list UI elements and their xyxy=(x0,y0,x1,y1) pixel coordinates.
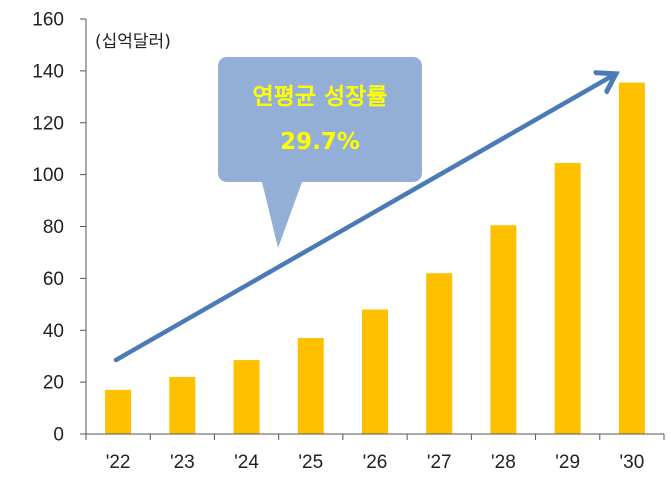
x-tick-label: '29 xyxy=(555,452,580,473)
bar-7 xyxy=(554,162,581,434)
x-tick-label: '27 xyxy=(427,452,452,473)
unit-label: (십억달러) xyxy=(95,32,171,52)
growth-trend-arrow xyxy=(113,76,612,363)
y-tick-label: 60 xyxy=(43,269,64,290)
x-tick-label: '28 xyxy=(491,452,516,473)
y-tick-label: 20 xyxy=(43,373,64,394)
bar-4 xyxy=(362,309,388,434)
x-tick-label: '30 xyxy=(620,452,645,473)
bar-1 xyxy=(169,376,196,434)
bar-6 xyxy=(490,225,517,434)
y-tick-label: 80 xyxy=(43,217,64,238)
y-tick-label: 160 xyxy=(32,10,64,31)
bar-3 xyxy=(297,338,324,434)
y-tick-label: 40 xyxy=(43,321,64,342)
y-tick-label: 0 xyxy=(53,425,64,446)
callout-line-2: 29.7% xyxy=(280,129,360,155)
y-axis: 0 20 40 60 80 100 120 140 160 xyxy=(32,10,87,446)
bar-series xyxy=(105,82,645,435)
x-tick-label: '24 xyxy=(234,452,259,473)
growth-rate-callout: 연평균 성장률 29.7% xyxy=(218,57,422,248)
y-tick-label: 120 xyxy=(32,113,64,134)
x-tick-label: '25 xyxy=(298,452,323,473)
callout-bubble xyxy=(218,57,422,248)
bar-8 xyxy=(618,82,645,435)
callout-line-1: 연평균 성장률 xyxy=(253,84,388,110)
bar-0 xyxy=(105,389,132,434)
x-tick-label: '23 xyxy=(170,452,195,473)
x-tick-label: '22 xyxy=(106,452,131,473)
x-tick-label: '26 xyxy=(363,452,388,473)
bar-2 xyxy=(233,360,260,434)
bar-5 xyxy=(426,273,453,434)
y-tick-label: 100 xyxy=(32,165,64,186)
x-axis: '22 '23 '24 '25 '26 '27 '28 '29 '30 xyxy=(85,433,665,473)
y-tick-label: 140 xyxy=(32,61,64,82)
